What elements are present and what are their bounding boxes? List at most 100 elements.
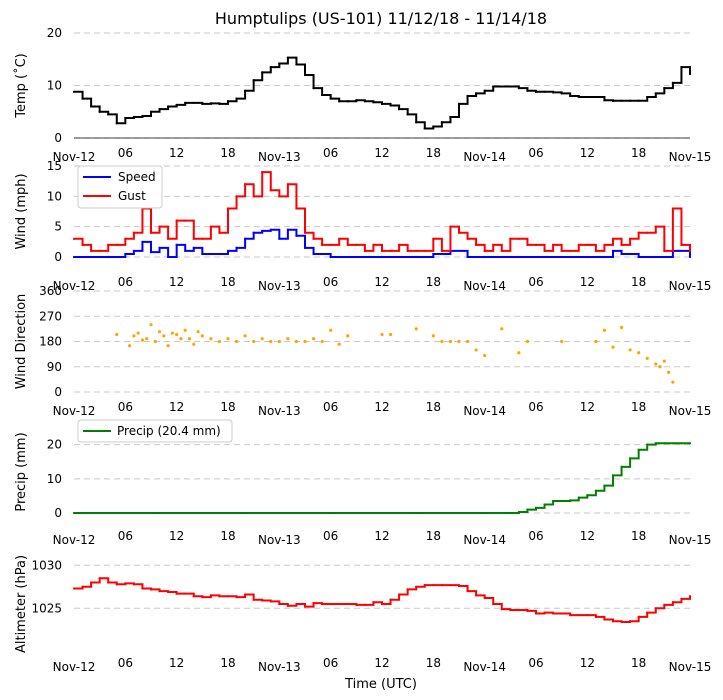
precip-xtick-label: Nov-14 [463,533,506,547]
wind-point [552,243,555,246]
precip-point [611,474,615,477]
direction-point [226,337,230,341]
direction-point [115,332,119,337]
wind-ytick-label: 10 [47,189,62,203]
wind-point [201,237,204,240]
direction-point [380,332,384,337]
precip-point [534,506,538,509]
temp-point [406,113,409,116]
altimeter-point [603,618,606,621]
wind-point [278,195,281,198]
temp-xtick-label: Nov-13 [258,150,301,164]
precip-point [654,442,657,445]
altimeter-ytick-label: 1030 [31,558,62,572]
direction-point [149,323,153,327]
wind-point [167,237,170,240]
direction-point [448,339,453,344]
temp-line-temp [74,56,691,130]
wind-point [611,237,615,240]
altimeter-point [303,605,307,608]
wind-ylabel: Wind (mph) [14,173,29,249]
wind-point [680,243,683,246]
temp-point [141,114,144,118]
altimeter-point [115,583,118,586]
temp-xtick-label: 12 [169,146,184,160]
temp-point [389,104,392,107]
altimeter-point [611,620,615,623]
precip-point [543,503,546,506]
direction-point [192,342,196,346]
temp-point [355,99,358,102]
wind-point [483,249,486,253]
direction-xtick-label: 12 [169,400,184,414]
altimeter-point [244,593,247,596]
temp-point [346,100,349,103]
direction-point [667,370,671,374]
wind-point [132,249,135,253]
altimeter-point [72,587,76,590]
direction-point [252,339,256,344]
temp-point [72,90,76,93]
altimeter-point [577,614,580,617]
temp-point [192,101,195,104]
altimeter-point [295,602,298,606]
wind-point [466,237,469,240]
wind-point [235,246,238,249]
wind-point [81,243,84,246]
wind-point [603,255,606,259]
wind-point [252,195,255,198]
wind-point [500,255,503,259]
altimeter-point [107,581,110,584]
altimeter-point [594,615,597,619]
precip-point [329,511,332,515]
direction-point [132,334,136,338]
wind-point [389,249,392,253]
wind-xtick-label: 12 [374,275,389,289]
wind-point [218,252,221,256]
direction-point [560,339,564,344]
precip-point [244,511,247,515]
direction-point [260,337,264,341]
altimeter-xtick-label: 12 [374,656,389,670]
direction-ytick-label: 360 [39,284,62,298]
direction-point [162,334,166,338]
precip-xtick-label: Nov-12 [53,533,96,547]
altimeter-point [141,587,144,590]
wind-point [72,237,76,240]
temp-point [209,102,212,105]
wind-point [372,243,375,246]
precip-point [586,494,589,497]
temp-point [175,103,178,107]
wind-point [244,237,247,240]
altimeter-point [252,598,255,601]
precip-xtick-label: 18 [426,529,441,543]
wind-point [141,240,144,243]
temp-point [637,99,640,102]
direction-xtick-label: 18 [426,400,441,414]
precip-point [680,442,683,445]
direction-point [594,339,598,344]
temp-xtick-label: 18 [220,146,235,160]
temp-xtick-label: 12 [374,146,389,160]
precip-xtick-label: Nov-13 [258,533,301,547]
precip-point [671,442,674,445]
wind-point [226,249,230,253]
wind-point [278,237,281,240]
precip-xtick-label: Nov-15 [669,533,712,547]
altimeter-point [423,583,426,587]
temp-point [577,95,580,99]
direction-point [431,334,435,338]
wind-point [192,246,195,249]
altimeter-point [338,602,341,606]
altimeter-point [90,581,93,584]
wind-point [688,255,692,259]
wind-point [261,170,264,174]
temp-xtick-label: 06 [118,146,133,160]
temp-xtick-label: 18 [631,146,646,160]
wind-point [406,249,409,253]
temp-panel: 0 10 20 Temp (˚C) Nov-12 06 12 18 Nov-13 06 12 18 No… [13,26,711,164]
direction-point [637,351,641,355]
altimeter-point [278,602,281,606]
temp-point [629,99,632,102]
